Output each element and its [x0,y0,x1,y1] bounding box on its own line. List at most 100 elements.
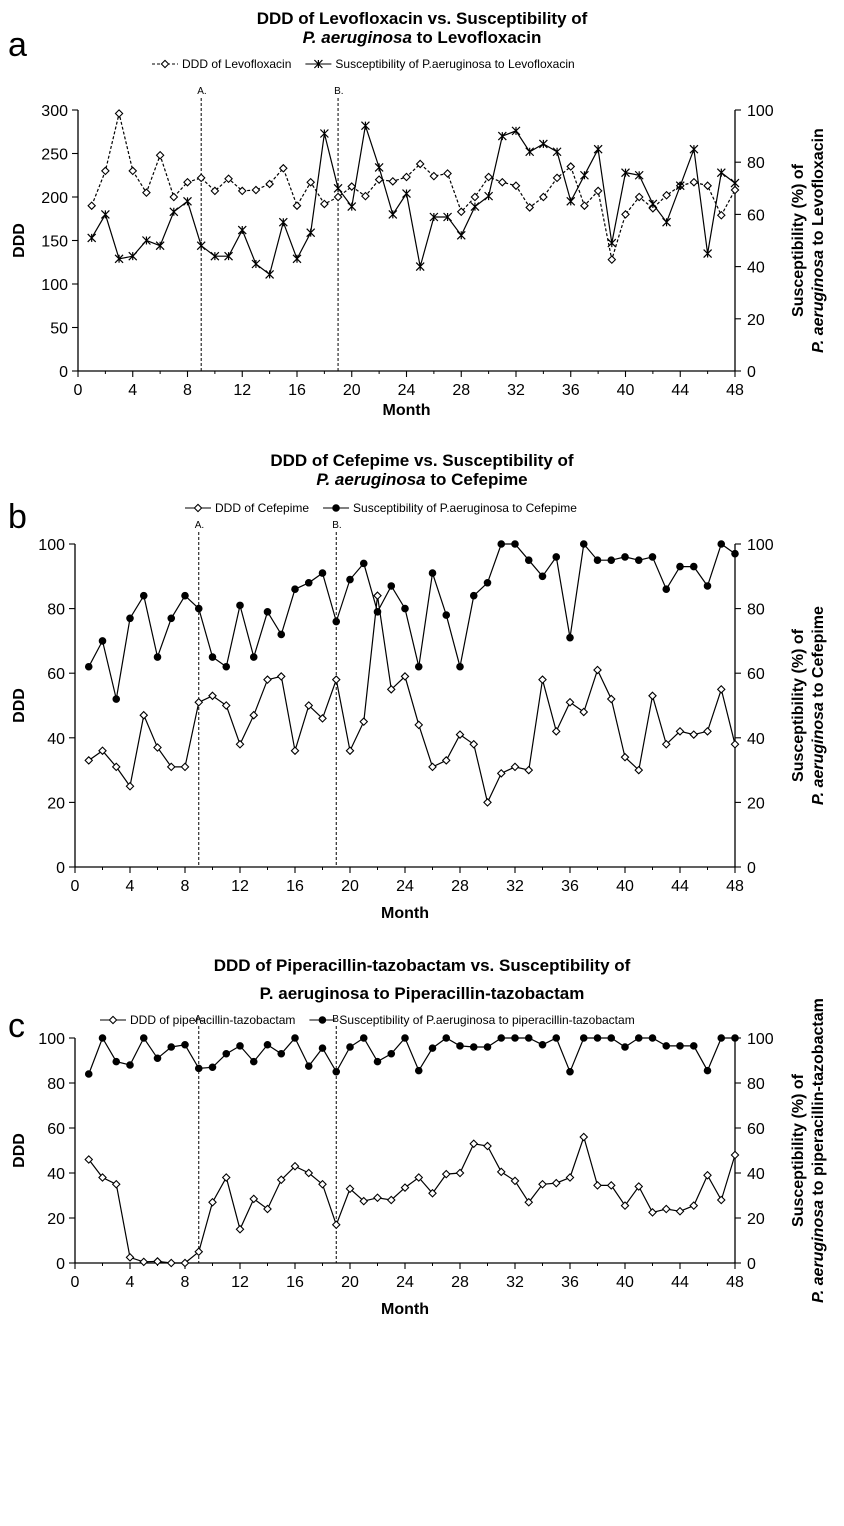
series-1 [87,109,740,265]
data-point [483,1141,492,1151]
data-point [524,1197,534,1207]
y-tick-label-right: 40 [747,731,765,748]
chart-title-line1: DDD of Levofloxacin vs. Susceptibility o… [257,9,588,28]
y-tick-label-right: 60 [747,666,765,683]
y-axis-title-right-line1: Susceptibility (%) of [790,628,807,782]
data-point [580,201,589,211]
x-tick-label: 28 [452,382,470,399]
data-point [703,1170,712,1180]
x-tick-label: 0 [71,1274,80,1291]
data-point [319,199,329,209]
y-tick-label-right: 100 [747,537,774,554]
data-point [290,746,300,756]
data-point [621,1043,629,1051]
x-tick-label: 12 [233,382,251,399]
data-point [415,159,425,169]
data-point [222,1049,231,1058]
data-point [347,182,357,191]
data-point [387,582,396,590]
reference-label: A. [195,1014,204,1025]
x-tick-label: 48 [726,878,744,895]
data-point [469,739,479,749]
data-point [359,717,369,727]
data-point [415,262,425,272]
data-point [593,556,602,564]
data-point [224,174,233,184]
data-point [291,585,299,594]
series-2 [87,121,740,279]
data-point [183,177,192,187]
data-point [98,1034,107,1042]
data-point [497,540,506,548]
data-point [648,1034,657,1042]
data-point [290,1161,300,1171]
y-tick-label-left: 20 [47,795,65,812]
data-point [703,1066,712,1075]
data-point [703,181,713,191]
y-axis-title-right-line2: P. aeruginosa to Cefepime [810,606,827,805]
x-tick-label: 4 [128,382,137,399]
data-point [634,170,644,180]
data-point [194,1247,204,1257]
data-point [139,591,148,600]
x-tick-label: 4 [126,1274,135,1291]
y-tick-label-right: 80 [747,155,765,172]
y-tick-label-left: 40 [47,1166,65,1183]
data-point [155,150,165,160]
data-point [373,591,382,601]
data-point [332,617,341,626]
data-point [675,1206,685,1216]
series-line [88,542,736,700]
data-point [112,695,121,703]
x-tick-label: 44 [671,1274,689,1291]
data-point [169,192,179,202]
y-axis-title-left: DDD [11,1133,28,1168]
data-point [210,186,220,196]
data-point [167,614,176,623]
data-point [456,207,466,217]
data-point [263,675,272,685]
data-point [593,1034,602,1042]
data-point [278,163,288,173]
data-point [621,168,630,178]
data-point [525,147,535,157]
data-point [361,191,370,201]
data-point [484,172,494,182]
data-point [648,553,657,561]
data-point [579,540,588,548]
data-point [401,1034,409,1042]
x-tick-label: 40 [616,1274,634,1291]
data-point [265,179,275,189]
data-point [249,710,259,720]
y-tick-label-right: 40 [747,1166,765,1183]
data-point [538,572,547,581]
data-point [456,1042,464,1050]
data-point [703,582,712,590]
data-point [139,1034,148,1042]
reference-label: A. [197,86,206,97]
data-point [551,726,561,736]
y-tick-label-left: 100 [38,537,65,554]
y-tick-label-left: 80 [47,602,65,619]
data-point [221,701,231,710]
data-point [443,212,452,222]
data-point [292,254,302,264]
x-tick-label: 36 [561,878,579,895]
y-tick-label-right: 60 [747,207,765,224]
data-point [552,173,562,183]
data-point [374,162,384,172]
data-point [538,1179,547,1189]
data-point [497,177,507,187]
data-point [125,1252,135,1262]
data-point [98,637,107,645]
data-point [333,192,343,202]
data-point [510,1176,520,1186]
data-point [661,739,671,749]
series-line [88,1134,736,1264]
data-point [359,1034,368,1042]
y-tick-label-left: 150 [41,234,68,251]
data-point [524,765,534,775]
data-point [125,781,135,791]
x-tick-label: 44 [671,382,689,399]
data-point [428,569,437,577]
